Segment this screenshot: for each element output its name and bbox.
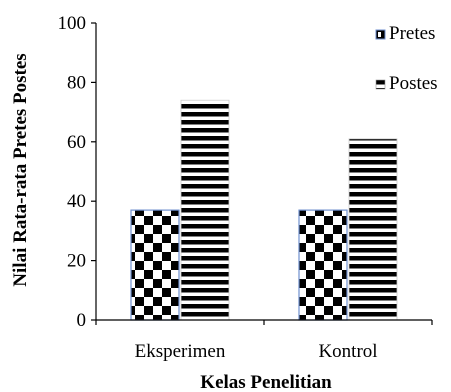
bar-pretes-kontrol — [298, 209, 348, 321]
x-axis-ticks: Eksperimen Kontrol — [95, 320, 433, 362]
bar-pretes-eksperimen — [130, 209, 180, 321]
y-tick-label: 60 — [67, 132, 86, 153]
y-tick-label: 0 — [77, 310, 87, 331]
y-tick-label: 40 — [67, 191, 86, 212]
y-tick-label: 80 — [67, 72, 86, 93]
legend-swatch-detail — [378, 32, 381, 37]
y-axis-ticks: 0 20 40 60 80 100 — [58, 13, 96, 331]
legend-label-pretes: Pretes — [389, 23, 435, 44]
y-tick-label: 100 — [58, 13, 87, 34]
legend-label-postes: Postes — [389, 73, 438, 94]
bar-postes-eksperimen — [180, 99, 230, 321]
x-axis-title: Kelas Penelitian — [200, 372, 332, 392]
x-tick-label: Kontrol — [318, 341, 377, 362]
legend-swatch-postes — [375, 79, 386, 90]
bars-group — [130, 99, 398, 321]
x-tick-label: Eksperimen — [135, 341, 226, 362]
bar-postes-kontrol — [348, 138, 398, 321]
y-axis-title: Nilai Rata-rata Pretes Postes — [10, 53, 31, 286]
legend: Pretes Postes — [375, 23, 438, 94]
y-tick-label: 20 — [67, 251, 86, 272]
